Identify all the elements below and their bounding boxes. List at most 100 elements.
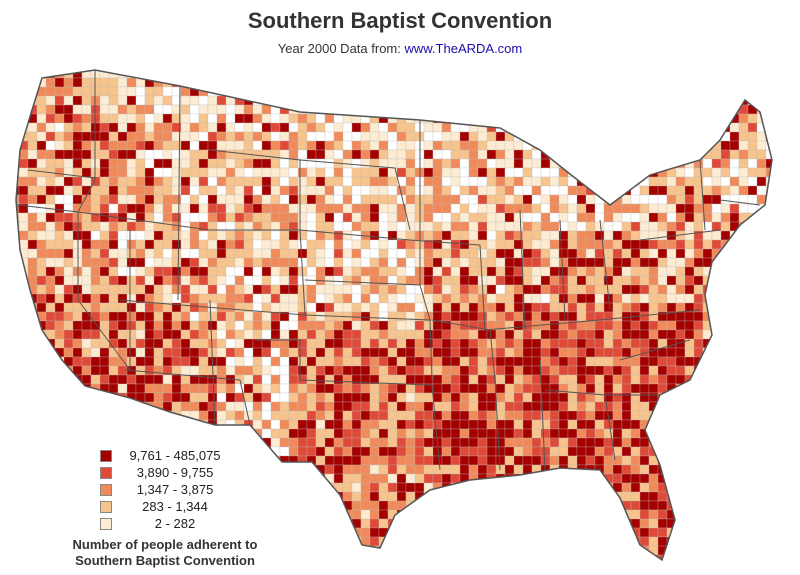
county-tile — [486, 437, 497, 448]
county-tile — [225, 77, 236, 88]
county-tile — [414, 374, 425, 385]
county-tile — [567, 131, 578, 142]
county-tile — [720, 473, 731, 484]
county-tile — [252, 446, 263, 457]
county-tile — [369, 248, 380, 259]
county-tile — [235, 60, 244, 69]
county-tile — [63, 257, 74, 268]
county-tile — [297, 302, 308, 313]
county-tile — [243, 185, 254, 196]
county-tile — [513, 266, 524, 277]
county-tile — [351, 257, 362, 268]
county-tile — [108, 284, 119, 295]
county-tile — [756, 437, 767, 448]
county-tile — [45, 410, 56, 421]
county-tile — [135, 185, 146, 196]
county-tile — [495, 437, 506, 448]
county-tile — [171, 347, 182, 358]
county-tile — [585, 86, 596, 97]
county-tile — [27, 464, 38, 475]
county-tile — [16, 419, 20, 430]
county-tile — [63, 383, 74, 394]
county-tile — [441, 104, 452, 115]
county-tile — [297, 509, 308, 520]
county-tile — [252, 77, 263, 88]
county-tile — [784, 411, 793, 420]
source-link[interactable]: www.TheARDA.com — [404, 41, 523, 56]
county-tile — [441, 185, 452, 196]
county-tile — [720, 419, 731, 430]
county-tile — [270, 320, 281, 331]
county-tile — [342, 554, 353, 560]
county-tile — [360, 428, 371, 439]
county-tile — [585, 284, 596, 295]
county-tile — [369, 149, 380, 160]
county-tile — [261, 104, 272, 115]
county-tile — [657, 446, 668, 457]
county-tile — [225, 122, 236, 133]
county-tile — [306, 446, 317, 457]
county-tile — [648, 95, 659, 106]
county-tile — [171, 437, 182, 448]
county-tile — [207, 239, 218, 250]
county-tile — [576, 257, 587, 268]
county-tile — [639, 320, 650, 331]
county-tile — [261, 203, 272, 214]
county-tile — [126, 356, 137, 367]
county-tile — [45, 383, 56, 394]
county-tile — [297, 464, 308, 475]
county-tile — [288, 284, 299, 295]
county-tile — [324, 338, 335, 349]
county-tile — [756, 221, 767, 232]
county-tile — [325, 60, 334, 69]
county-tile — [775, 411, 784, 420]
county-tile — [99, 248, 110, 259]
county-tile — [441, 464, 452, 475]
county-tile — [306, 176, 317, 187]
county-tile — [441, 203, 452, 214]
county-tile — [280, 564, 289, 573]
county-tile — [576, 536, 587, 547]
county-tile — [657, 239, 668, 250]
county-tile — [657, 194, 668, 205]
county-tile — [468, 500, 479, 511]
county-tile — [126, 428, 137, 439]
county-tile — [342, 464, 353, 475]
county-tile — [72, 410, 83, 421]
county-tile — [90, 437, 101, 448]
county-tile — [784, 114, 793, 123]
county-tile — [378, 302, 389, 313]
county-tile — [351, 383, 362, 394]
county-tile — [189, 140, 200, 151]
county-tile — [576, 203, 587, 214]
county-tile — [504, 104, 515, 115]
county-tile — [648, 428, 659, 439]
county-tile — [315, 77, 326, 88]
county-tile — [216, 329, 227, 340]
county-tile — [441, 158, 452, 169]
county-tile — [477, 257, 488, 268]
county-tile — [333, 140, 344, 151]
county-tile — [441, 446, 452, 457]
county-tile — [576, 437, 587, 448]
county-tile — [333, 86, 344, 97]
county-tile — [243, 230, 254, 241]
county-tile — [297, 374, 308, 385]
county-tile — [333, 149, 344, 160]
county-tile — [630, 70, 641, 79]
county-tile — [756, 491, 767, 502]
county-tile — [765, 230, 772, 241]
county-tile — [747, 131, 758, 142]
county-tile — [99, 203, 110, 214]
county-tile — [216, 257, 227, 268]
county-tile — [405, 257, 416, 268]
county-tile — [396, 320, 407, 331]
county-tile — [693, 95, 704, 106]
county-tile — [18, 185, 29, 196]
county-tile — [243, 374, 254, 385]
county-tile — [135, 347, 146, 358]
county-tile — [288, 77, 299, 88]
county-tile — [135, 374, 146, 385]
county-tile — [756, 509, 767, 520]
county-tile — [16, 473, 20, 484]
